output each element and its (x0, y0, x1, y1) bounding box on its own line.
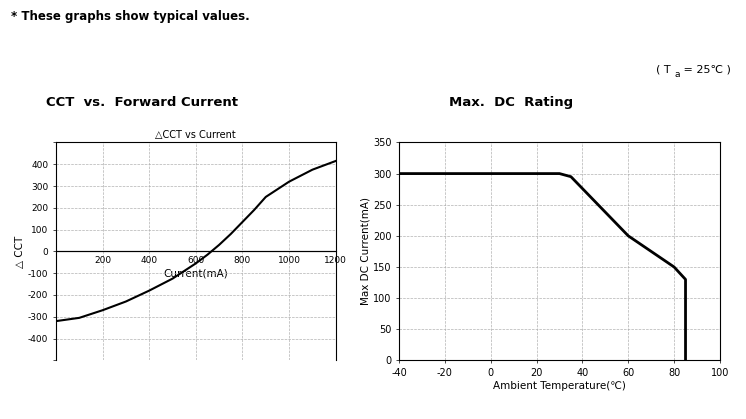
Title: △CCT vs Current: △CCT vs Current (155, 130, 236, 140)
X-axis label: Current(mA): Current(mA) (163, 268, 228, 278)
Text: ( T: ( T (656, 65, 671, 75)
Text: * These graphs show typical values.: * These graphs show typical values. (11, 10, 250, 23)
Text: Max.  DC  Rating: Max. DC Rating (449, 96, 573, 109)
Text: = 25℃ ): = 25℃ ) (680, 65, 731, 75)
Text: a: a (674, 70, 680, 79)
Y-axis label: △ CCT: △ CCT (15, 235, 25, 267)
Y-axis label: Max DC Current(mA): Max DC Current(mA) (360, 197, 370, 305)
Text: CCT  vs.  Forward Current: CCT vs. Forward Current (46, 96, 238, 109)
X-axis label: Ambient Temperature(℃): Ambient Temperature(℃) (493, 381, 626, 391)
